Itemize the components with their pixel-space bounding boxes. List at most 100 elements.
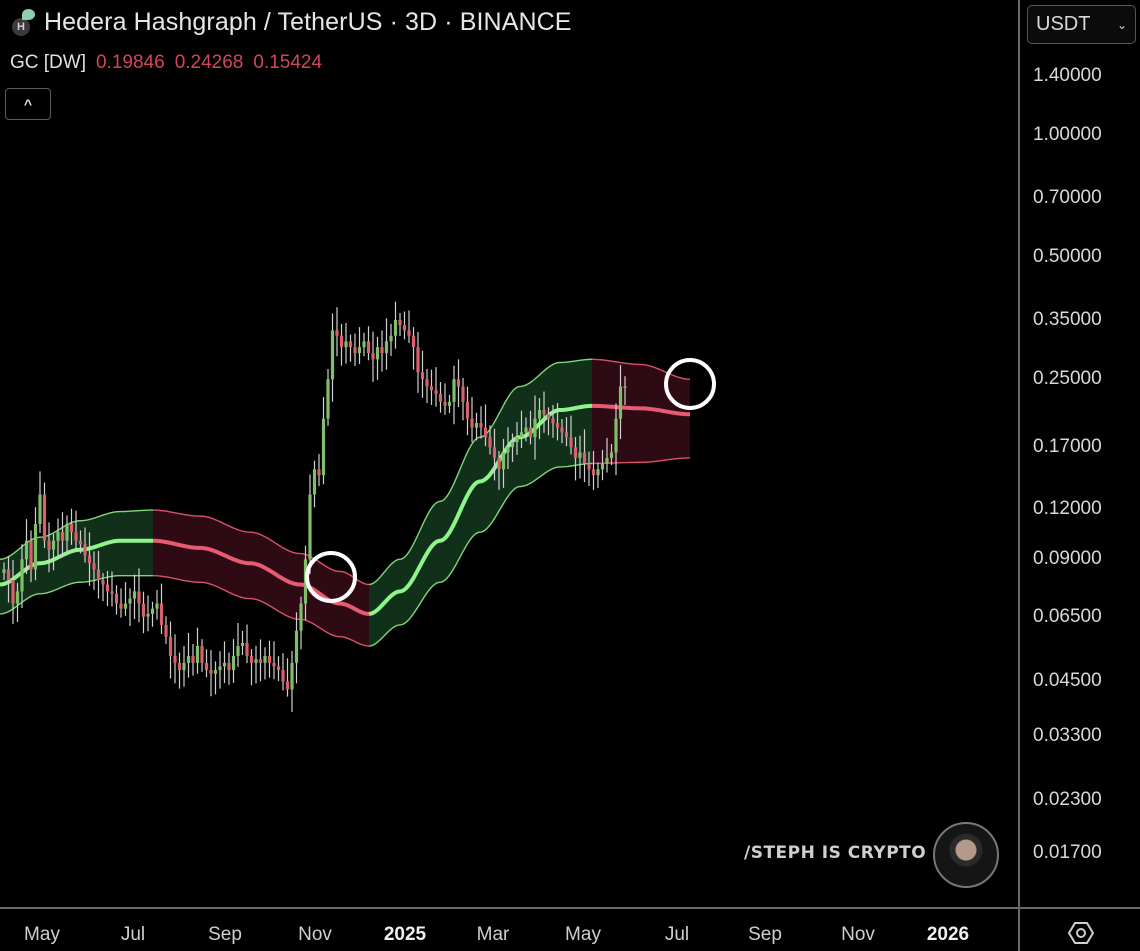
candle-body bbox=[20, 559, 24, 592]
candle-body bbox=[614, 418, 618, 453]
candle-body bbox=[393, 319, 398, 336]
chevron-up-icon: ^ bbox=[23, 96, 33, 112]
candle-body bbox=[389, 335, 393, 342]
indicator-legend[interactable]: GC [DW] 0.19846 0.24268 0.15424 bbox=[10, 52, 322, 74]
candle-body bbox=[380, 347, 384, 354]
hedera-coin-icon[interactable]: H bbox=[8, 6, 38, 38]
candle-body bbox=[146, 613, 150, 617]
candle-body bbox=[461, 386, 465, 402]
candle-body bbox=[479, 423, 483, 428]
price-tick-label: 0.70000 bbox=[1033, 186, 1102, 208]
candle-body bbox=[254, 659, 258, 663]
candle-body bbox=[191, 655, 195, 663]
settings-gear-icon[interactable] bbox=[1068, 920, 1094, 946]
leaf-badge-icon bbox=[22, 9, 35, 20]
candle-body bbox=[488, 437, 492, 448]
candle-body bbox=[123, 603, 128, 609]
candle-body bbox=[533, 418, 537, 438]
candle-body bbox=[438, 393, 443, 402]
candle-body bbox=[542, 409, 546, 415]
indicator-value-lower: 0.15424 bbox=[253, 52, 323, 73]
candle-body bbox=[407, 330, 411, 336]
candle-body bbox=[209, 670, 213, 674]
candle-body bbox=[330, 330, 335, 380]
candle-body bbox=[299, 603, 303, 631]
candle-body bbox=[596, 469, 600, 476]
candle-body bbox=[474, 423, 479, 428]
candle-body bbox=[551, 418, 555, 424]
candle-body bbox=[272, 662, 276, 667]
price-scale-divider[interactable] bbox=[1018, 0, 1020, 951]
candle-body bbox=[353, 347, 357, 354]
candle-body bbox=[56, 532, 60, 541]
currency-selector[interactable]: USDT ⌄ bbox=[1027, 5, 1136, 44]
candle-body bbox=[249, 655, 254, 663]
candle-body bbox=[236, 646, 240, 656]
time-scale-divider[interactable] bbox=[0, 907, 1140, 909]
candle-body bbox=[425, 379, 429, 387]
candle-body bbox=[51, 540, 56, 550]
candle-body bbox=[587, 463, 591, 470]
candle-body bbox=[600, 463, 605, 470]
price-tick-label: 0.09000 bbox=[1033, 548, 1102, 570]
price-tick-label: 0.35000 bbox=[1033, 308, 1102, 330]
time-tick-label: May bbox=[24, 924, 60, 945]
candle-body bbox=[434, 390, 438, 394]
candle-body bbox=[546, 414, 551, 419]
time-tick-label: May bbox=[565, 924, 601, 945]
candle-body bbox=[519, 432, 524, 438]
candle-body bbox=[452, 379, 456, 402]
price-chart-canvas[interactable] bbox=[0, 0, 1019, 908]
time-tick-label: Nov bbox=[841, 924, 875, 945]
candle-body bbox=[335, 330, 339, 336]
candle-body bbox=[281, 670, 285, 682]
annotation-circle bbox=[664, 358, 716, 410]
candle-body bbox=[60, 532, 65, 541]
candle-body bbox=[150, 608, 155, 614]
candle-body bbox=[258, 659, 263, 663]
candle-body bbox=[101, 580, 105, 585]
annotation-circle bbox=[305, 551, 357, 603]
price-tick-label: 0.01700 bbox=[1033, 841, 1102, 863]
candle-body bbox=[497, 457, 501, 470]
candle-body bbox=[560, 427, 564, 433]
candle-body bbox=[578, 452, 582, 458]
candle-body bbox=[132, 591, 137, 599]
time-tick-label: Mar bbox=[476, 924, 510, 945]
symbol-title[interactable]: Hedera Hashgraph / TetherUS · 3D · BINAN… bbox=[44, 7, 572, 36]
candle-body bbox=[119, 603, 123, 609]
candle-body bbox=[326, 379, 330, 419]
candle-body bbox=[294, 630, 299, 663]
candle-body bbox=[195, 646, 200, 663]
channel-band-fill bbox=[153, 510, 369, 647]
candle-body bbox=[384, 341, 389, 354]
price-tick-label: 0.25000 bbox=[1033, 368, 1102, 390]
time-tick-label: Sep bbox=[748, 924, 782, 945]
candle-body bbox=[83, 544, 87, 556]
candle-body bbox=[308, 494, 312, 560]
indicator-name: GC [DW] bbox=[10, 52, 86, 73]
candle-body bbox=[78, 540, 83, 545]
candle-body bbox=[141, 603, 146, 617]
candle-body bbox=[371, 353, 375, 360]
price-tick-label: 0.04500 bbox=[1033, 670, 1102, 692]
channel-line bbox=[152, 509, 370, 586]
price-tick-label: 0.02300 bbox=[1033, 788, 1102, 810]
candle-body bbox=[87, 555, 92, 564]
candle-body bbox=[362, 341, 366, 348]
time-tick-label: Jul bbox=[120, 924, 146, 945]
candle-body bbox=[357, 347, 362, 354]
price-tick-label: 0.12000 bbox=[1033, 497, 1102, 519]
candle-body bbox=[74, 532, 78, 541]
candle-body bbox=[231, 655, 236, 671]
candle-body bbox=[447, 401, 452, 406]
candle-body bbox=[240, 642, 245, 647]
candle-body bbox=[159, 603, 164, 625]
candle-body bbox=[510, 442, 515, 448]
candle-body bbox=[186, 655, 191, 663]
candle-body bbox=[456, 379, 461, 387]
candle-body bbox=[263, 655, 267, 663]
collapse-legend-button[interactable]: ^ bbox=[5, 88, 51, 120]
time-tick-label: Nov bbox=[298, 924, 332, 945]
candle-body bbox=[38, 494, 42, 524]
